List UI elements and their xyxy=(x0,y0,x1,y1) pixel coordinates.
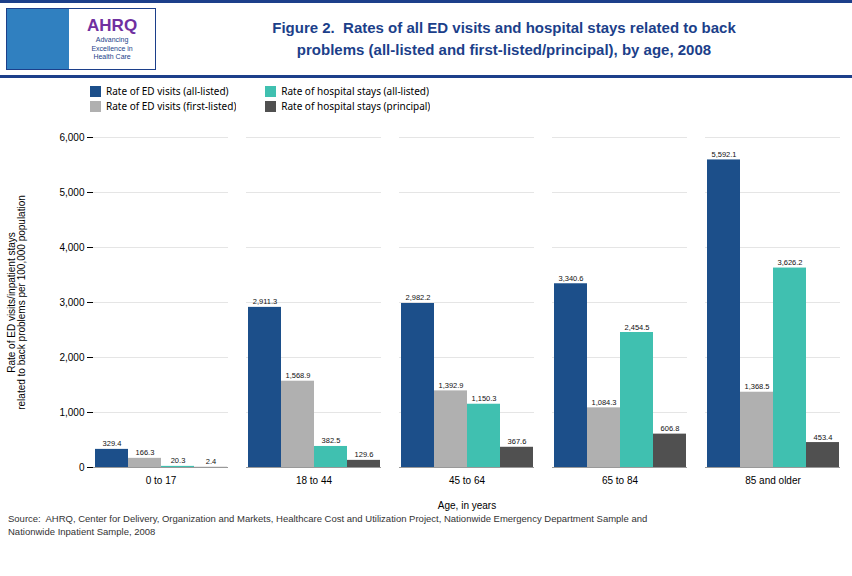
svg-text:1,084.3: 1,084.3 xyxy=(591,398,616,407)
svg-text:1,368.5: 1,368.5 xyxy=(744,382,769,391)
svg-text:1,150.3: 1,150.3 xyxy=(471,394,496,403)
svg-text:3,000: 3,000 xyxy=(59,297,84,308)
html-text:Rate of hospital stays (all-li: Rate of hospital stays (all-listed) xyxy=(281,84,429,98)
svg-text:2,000: 2,000 xyxy=(59,352,84,363)
svg-text:5,000: 5,000 xyxy=(59,187,84,198)
html-text:Rate of hospital stays (princi: Rate of hospital stays (principal) xyxy=(281,99,431,113)
svg-text:2,454.5: 2,454.5 xyxy=(624,323,649,332)
svg-text:18 to 44: 18 to 44 xyxy=(296,475,333,486)
svg-text:329.4: 329.4 xyxy=(103,439,122,448)
svg-text:166.3: 166.3 xyxy=(136,448,155,457)
svg-text:6,000: 6,000 xyxy=(59,132,84,143)
svg-text:606.8: 606.8 xyxy=(661,424,680,433)
svg-text:129.6: 129.6 xyxy=(355,450,374,459)
svg-text:Rate of ED visits/inpatient st: Rate of ED visits/inpatient staysrelated… xyxy=(6,195,27,410)
html-text:Advancing Excellence in Health: Advancing Excellence in Health Care xyxy=(91,36,133,61)
html-text:Rate of ED visits (first-liste: Rate of ED visits (first-listed) xyxy=(106,99,237,113)
svg-text:3,340.6: 3,340.6 xyxy=(558,274,583,283)
svg-text:453.4: 453.4 xyxy=(814,433,833,442)
svg-text:367.6: 367.6 xyxy=(508,437,527,446)
svg-text:382.5: 382.5 xyxy=(322,436,341,445)
svg-text:20.3: 20.3 xyxy=(171,456,186,465)
html-text:AHRQ: AHRQ xyxy=(87,16,138,36)
svg-text:5,592.1: 5,592.1 xyxy=(711,150,736,159)
svg-text:2,911.3: 2,911.3 xyxy=(253,297,277,306)
svg-text:2.4: 2.4 xyxy=(206,457,216,466)
html-text:Figure 2. Rates of all ED visi: Figure 2. Rates of all ED visits and hos… xyxy=(272,19,736,58)
svg-text:65 to 84: 65 to 84 xyxy=(602,475,639,486)
svg-text:1,392.9: 1,392.9 xyxy=(438,381,463,390)
html-text:Rate of ED visits (all-listed): Rate of ED visits (all-listed) xyxy=(106,84,229,98)
html-text:Source: AHRQ, Center for Deliv: Source: AHRQ, Center for Delivery, Organ… xyxy=(8,513,648,537)
svg-text:1,000: 1,000 xyxy=(59,407,84,418)
svg-text:0: 0 xyxy=(79,462,85,473)
svg-text:2,982.2: 2,982.2 xyxy=(405,293,430,302)
svg-text:85 and older: 85 and older xyxy=(745,475,801,486)
svg-text:3,626.2: 3,626.2 xyxy=(777,258,802,267)
svg-text:45 to 64: 45 to 64 xyxy=(449,475,486,486)
svg-text:0 to 17: 0 to 17 xyxy=(146,475,177,486)
svg-text:Age, in years: Age, in years xyxy=(438,500,496,511)
svg-text:1,568.9: 1,568.9 xyxy=(285,371,310,380)
svg-text:4,000: 4,000 xyxy=(59,242,84,253)
